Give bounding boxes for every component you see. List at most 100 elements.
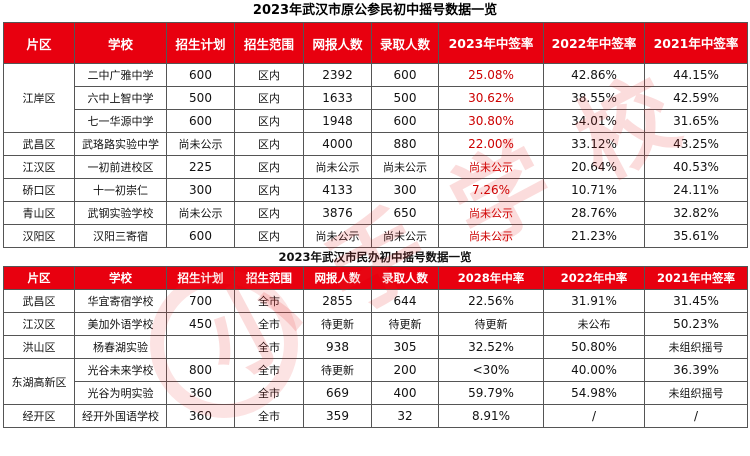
scope-cell: 全市	[234, 289, 304, 313]
district-cell: 江汉区	[3, 312, 75, 336]
plan-cell: 600	[166, 63, 235, 87]
rate-2021-cell: 42.59%	[644, 86, 748, 110]
header-applicants: 网报人数	[303, 22, 372, 64]
scope-cell: 全市	[234, 381, 304, 405]
plan-cell: 300	[166, 178, 235, 202]
rate-2023-cell: 7.26%	[438, 178, 544, 202]
admitted-cell: 待更新	[371, 312, 439, 336]
table-row: 六中上智中学 500 区内 1633 500 30.62% 38.55% 42.…	[4, 86, 748, 110]
scope-cell: 全市	[234, 312, 304, 336]
table-row: 武昌区 华宜寄宿学校 700 全市 2855 644 22.56% 31.91%…	[3, 289, 748, 313]
scope-cell: 区内	[234, 224, 304, 248]
admitted-cell: 500	[371, 86, 439, 110]
rate-2023-cell: 8.91%	[438, 404, 544, 428]
table-row: 汉阳区 汉阳三寄宿 600 区内 尚未公示 尚未公示 尚未公示 21.23% 3…	[3, 224, 748, 248]
rate-2023-cell: 尚未公示	[438, 201, 544, 225]
district-cell: 洪山区	[3, 335, 75, 359]
district-cell: 江汉区	[3, 155, 75, 179]
plan-cell: 225	[166, 155, 235, 179]
admitted-cell: 200	[371, 358, 439, 382]
rate-2021-cell: 43.25%	[644, 132, 748, 156]
district-cell: 武昌区	[3, 289, 75, 313]
scope-cell: 全市	[234, 404, 304, 428]
rate-2023-cell: 32.52%	[438, 335, 544, 359]
applicants-cell: 938	[303, 335, 372, 359]
scope-cell: 区内	[234, 132, 304, 156]
applicants-cell: 待更新	[303, 358, 372, 382]
rate-2022-cell: 未公布	[543, 312, 645, 336]
rate-2021-cell: 35.61%	[644, 224, 748, 248]
admitted-cell: 650	[371, 201, 439, 225]
header-plan: 招生计划	[166, 22, 235, 64]
rate-2021-cell: 未组织摇号	[644, 381, 748, 405]
header-rate-2022: 2022年中率	[543, 266, 645, 290]
admitted-cell: 尚未公示	[371, 224, 439, 248]
rate-2023-cell: 30.62%	[438, 86, 544, 110]
rate-2022-cell: 42.86%	[543, 63, 645, 87]
applicants-cell: 4133	[303, 178, 372, 202]
school-cell: 光谷未来学校	[74, 358, 167, 382]
district-cell: 经开区	[3, 404, 75, 428]
header-admitted: 录取人数	[371, 266, 439, 290]
school-cell: 武钢实验学校	[74, 201, 167, 225]
header-rate-2023: 2028年中率	[438, 266, 544, 290]
scope-cell: 区内	[234, 201, 304, 225]
rate-2022-cell: 34.01%	[543, 109, 645, 133]
rate-2022-cell: 31.91%	[543, 289, 645, 313]
school-cell: 六中上智中学	[74, 86, 167, 110]
table-row: 江汉区 美加外语学校 450 全市 待更新 待更新 待更新 未公布 50.23%	[3, 312, 748, 336]
plan-cell: 700	[166, 289, 235, 313]
table-row: 洪山区 杨春湖实验 全市 938 305 32.52% 50.80% 未组织摇号	[3, 335, 748, 359]
header-rate-2023: 2023年中签率	[438, 22, 544, 64]
table-row: 江汉区 一初前进校区 225 区内 尚未公示 尚未公示 尚未公示 20.64% …	[3, 155, 748, 179]
table2-header-row: 片区 学校 招生计划 招生范围 网报人数 录取人数 2028年中率 2022年中…	[3, 266, 748, 290]
rate-2022-cell: 38.55%	[543, 86, 645, 110]
plan-cell: 600	[166, 224, 235, 248]
applicants-cell: 669	[303, 381, 372, 405]
plan-cell: 450	[166, 312, 235, 336]
district-cell: 硚口区	[3, 178, 75, 202]
admitted-cell: 600	[371, 109, 439, 133]
table1-header-row: 片区 学校 招生计划 招生范围 网报人数 录取人数 2023年中签率 2022年…	[3, 22, 748, 64]
rate-2022-cell: 28.76%	[543, 201, 645, 225]
school-cell: 七一华源中学	[74, 109, 167, 133]
applicants-cell: 尚未公示	[303, 224, 372, 248]
admitted-cell: 600	[371, 63, 439, 87]
rate-2022-cell: 10.71%	[543, 178, 645, 202]
header-applicants: 网报人数	[303, 266, 372, 290]
school-cell: 武珞路实验中学	[74, 132, 167, 156]
table-row: 江岸区 二中广雅中学 600 区内 2392 600 25.08% 42.86%…	[3, 63, 748, 133]
plan-cell: 尚未公示	[166, 132, 235, 156]
header-plan: 招生计划	[166, 266, 235, 290]
rate-2023-cell: 30.80%	[438, 109, 544, 133]
admitted-cell: 尚未公示	[371, 155, 439, 179]
table-row: 硚口区 十一初崇仁 300 区内 4133 300 7.26% 10.71% 2…	[3, 178, 748, 202]
school-cell: 十一初崇仁	[74, 178, 167, 202]
header-rate-2021: 2021年中签率	[644, 266, 748, 290]
district-cell: 武昌区	[3, 132, 75, 156]
table-row: 武昌区 武珞路实验中学 尚未公示 区内 4000 880 22.00% 33.1…	[3, 132, 748, 156]
header-scope: 招生范围	[234, 22, 304, 64]
header-school: 学校	[74, 266, 167, 290]
rate-2022-cell: 40.00%	[543, 358, 645, 382]
scope-cell: 全市	[234, 358, 304, 382]
rate-2023-cell: 22.00%	[438, 132, 544, 156]
school-cell: 二中广雅中学	[74, 63, 167, 87]
header-district: 片区	[3, 22, 75, 64]
admitted-cell: 300	[371, 178, 439, 202]
plan-cell: 800	[166, 358, 235, 382]
school-cell: 杨春湖实验	[74, 335, 167, 359]
applicants-cell: 2855	[303, 289, 372, 313]
rate-2021-cell: 50.23%	[644, 312, 748, 336]
applicants-cell: 3876	[303, 201, 372, 225]
rate-2022-cell: 33.12%	[543, 132, 645, 156]
header-rate-2022: 2022年中签率	[543, 22, 645, 64]
district-cell: 青山区	[3, 201, 75, 225]
rate-2021-cell: 36.39%	[644, 358, 748, 382]
school-cell: 汉阳三寄宿	[74, 224, 167, 248]
table2-title: 2023年武汉市民办初中摇号数据一览	[278, 250, 472, 264]
table-row: 七一华源中学 600 区内 1948 600 30.80% 34.01% 31.…	[4, 109, 748, 133]
rate-2021-cell: 44.15%	[644, 63, 748, 87]
rate-2023-cell: 尚未公示	[438, 224, 544, 248]
header-school: 学校	[74, 22, 167, 64]
